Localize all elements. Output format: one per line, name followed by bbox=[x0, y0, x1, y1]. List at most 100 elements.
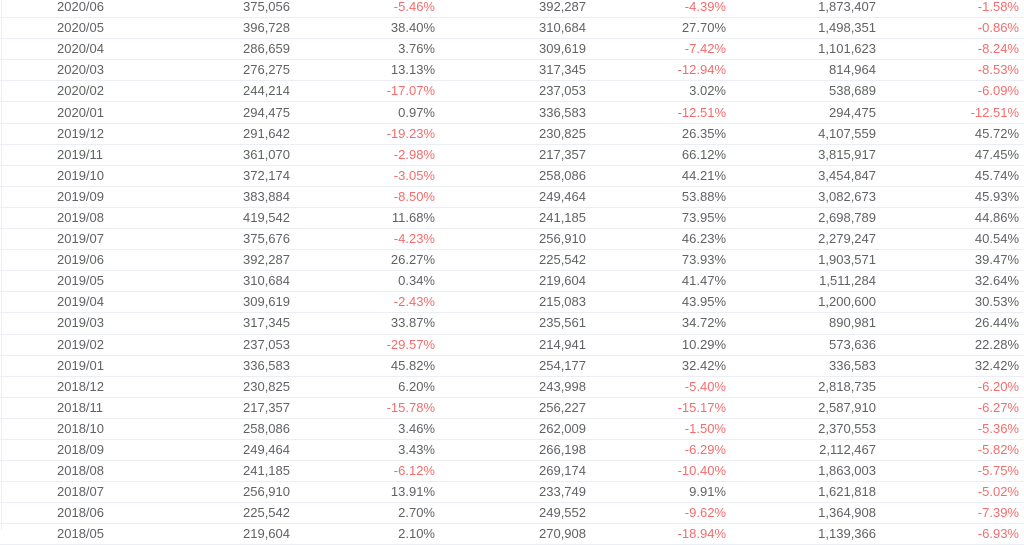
cell-mom_pct: -5.46% bbox=[393, 0, 435, 15]
table-row: 2020/06 375,056 -5.46% 392,287 -4.39% 1,873,4… bbox=[0, 0, 1024, 19]
cell-value: 392,287 bbox=[243, 252, 290, 268]
cell-month: 2019/06 bbox=[57, 252, 104, 268]
cell-cumulative_value: 2,279,247 bbox=[818, 231, 876, 247]
cell-prev_year_value: 336,583 bbox=[539, 104, 586, 120]
cell-cumulative_yoy_pct: -7.39% bbox=[977, 505, 1019, 521]
cell-prev_year_value: 233,749 bbox=[539, 484, 586, 500]
cell-mom_pct: 2.70% bbox=[398, 505, 435, 521]
table-row: 2020/03 276,275 13.13% 317,345 -12.94% 814,96… bbox=[0, 60, 1024, 82]
cell-yoy_pct: 46.23% bbox=[681, 231, 726, 247]
cell-value: 294,475 bbox=[243, 104, 290, 120]
cell-mom_pct: 13.13% bbox=[390, 62, 435, 78]
cell-value: 361,070 bbox=[243, 146, 290, 162]
cell-month: 2019/01 bbox=[57, 357, 104, 373]
cell-mom_pct: -2.43% bbox=[393, 294, 435, 310]
cell-cumulative_value: 573,636 bbox=[829, 336, 876, 352]
cell-cumulative_value: 1,863,003 bbox=[818, 463, 876, 479]
cell-value: 230,825 bbox=[243, 378, 290, 394]
table-left-border bbox=[1, 0, 2, 530]
cell-cumulative_yoy_pct: -6.27% bbox=[977, 399, 1019, 415]
cell-value: 225,542 bbox=[243, 505, 290, 521]
cell-month: 2020/06 bbox=[57, 0, 104, 15]
cell-cumulative_value: 1,511,284 bbox=[819, 273, 876, 289]
cell-cumulative_yoy_pct: -5.82% bbox=[977, 442, 1019, 458]
table-row: 2019/08 419,542 11.68% 241,185 73.95% 2,698,7… bbox=[0, 207, 1024, 230]
cell-prev_year_value: 317,345 bbox=[539, 62, 586, 78]
cell-prev_year_value: 256,910 bbox=[539, 231, 586, 247]
cell-cumulative_value: 1,621,818 bbox=[818, 484, 876, 500]
cell-prev_year_value: 310,684 bbox=[539, 20, 586, 36]
table-row: 2019/02 237,053 -29.57% 214,941 10.29% 573,63… bbox=[0, 334, 1024, 356]
cell-cumulative_yoy_pct: 30.53% bbox=[974, 294, 1019, 310]
cell-month: 2018/12 bbox=[57, 378, 104, 394]
cell-mom_pct: 2.10% bbox=[398, 526, 435, 542]
table-row: 2019/09 383,884 -8.50% 249,464 53.88% 3,082,6… bbox=[0, 186, 1024, 208]
cell-month: 2019/07 bbox=[57, 231, 104, 247]
cell-cumulative_value: 294,475 bbox=[829, 104, 876, 120]
cell-month: 2018/05 bbox=[57, 526, 104, 542]
cell-yoy_pct: -10.40% bbox=[677, 463, 726, 479]
cell-value: 219,604 bbox=[243, 526, 290, 542]
cell-cumulative_value: 2,370,553 bbox=[818, 420, 876, 436]
cell-yoy_pct: 34.72% bbox=[681, 315, 726, 331]
cell-mom_pct: -6.12% bbox=[393, 463, 435, 479]
cell-month: 2019/02 bbox=[57, 336, 104, 352]
cell-mom_pct: 0.34% bbox=[398, 273, 435, 289]
cell-prev_year_value: 249,552 bbox=[539, 505, 586, 521]
cell-cumulative_yoy_pct: -8.24% bbox=[977, 41, 1019, 57]
cell-mom_pct: -8.50% bbox=[393, 188, 435, 204]
cell-month: 2019/09 bbox=[57, 188, 104, 204]
cell-cumulative_value: 1,200,600 bbox=[818, 294, 876, 310]
cell-yoy_pct: 73.95% bbox=[681, 209, 726, 225]
cell-yoy_pct: -6.29% bbox=[684, 442, 726, 458]
cell-value: 375,676 bbox=[243, 231, 290, 247]
cell-mom_pct: -2.98% bbox=[393, 146, 435, 162]
cell-value: 256,910 bbox=[243, 484, 290, 500]
cell-prev_year_value: 235,561 bbox=[539, 315, 586, 331]
cell-value: 383,884 bbox=[243, 188, 290, 204]
cell-value: 336,583 bbox=[243, 357, 290, 373]
cell-mom_pct: -3.05% bbox=[393, 167, 435, 183]
cell-cumulative_yoy_pct: 22.28% bbox=[974, 336, 1019, 352]
cell-mom_pct: 0.97% bbox=[398, 104, 435, 120]
cell-yoy_pct: -7.42% bbox=[684, 41, 726, 57]
table-row: 2019/12 291,642 -19.23% 230,825 26.35% 4,107,… bbox=[0, 123, 1024, 145]
cell-cumulative_value: 2,818,735 bbox=[818, 378, 876, 394]
cell-cumulative_yoy_pct: -6.09% bbox=[977, 83, 1019, 99]
cell-value: 419,542 bbox=[243, 209, 290, 225]
table-row: 2018/10 258,086 3.46% 262,009 -1.50% 2,370,55… bbox=[0, 418, 1024, 440]
cell-cumulative_yoy_pct: 45.74% bbox=[974, 167, 1019, 183]
cell-prev_year_value: 392,287 bbox=[539, 0, 586, 15]
cell-month: 2020/02 bbox=[57, 83, 104, 99]
cell-cumulative_yoy_pct: 39.47% bbox=[974, 252, 1019, 268]
cell-value: 317,345 bbox=[243, 315, 290, 331]
cell-cumulative_value: 336,583 bbox=[829, 357, 876, 373]
cell-cumulative_yoy_pct: -0.86% bbox=[977, 20, 1019, 36]
cell-prev_year_value: 266,198 bbox=[539, 442, 586, 458]
cell-yoy_pct: -12.94% bbox=[677, 62, 726, 78]
cell-value: 241,185 bbox=[243, 463, 290, 479]
cell-prev_year_value: 241,185 bbox=[539, 209, 586, 225]
cell-month: 2018/11 bbox=[57, 399, 104, 415]
cell-cumulative_value: 3,454,847 bbox=[818, 167, 876, 183]
table-row: 2019/05 310,684 0.34% 219,604 41.47% 1,511,28… bbox=[0, 271, 1024, 293]
cell-yoy_pct: -18.94% bbox=[677, 526, 726, 542]
cell-mom_pct: 13.91% bbox=[390, 484, 435, 500]
cell-prev_year_value: 269,174 bbox=[539, 463, 586, 479]
cell-month: 2019/12 bbox=[57, 125, 104, 141]
cell-value: 372,174 bbox=[243, 167, 290, 183]
cell-value: 276,275 bbox=[243, 62, 290, 78]
cell-cumulative_value: 2,112,467 bbox=[819, 442, 876, 458]
cell-prev_year_value: 270,908 bbox=[539, 526, 586, 542]
cell-yoy_pct: 41.47% bbox=[681, 273, 726, 289]
cell-prev_year_value: 214,941 bbox=[539, 336, 586, 352]
cell-yoy_pct: -5.40% bbox=[684, 378, 726, 394]
cell-month: 2019/05 bbox=[57, 273, 104, 289]
cell-month: 2020/05 bbox=[57, 20, 104, 36]
cell-month: 2018/06 bbox=[57, 505, 104, 521]
cell-cumulative_yoy_pct: 44.86% bbox=[974, 209, 1019, 225]
cell-cumulative_yoy_pct: -5.75% bbox=[977, 463, 1019, 479]
cell-yoy_pct: 43.95% bbox=[681, 294, 726, 310]
cell-yoy_pct: 53.88% bbox=[681, 188, 726, 204]
cell-cumulative_value: 814,964 bbox=[829, 62, 876, 78]
